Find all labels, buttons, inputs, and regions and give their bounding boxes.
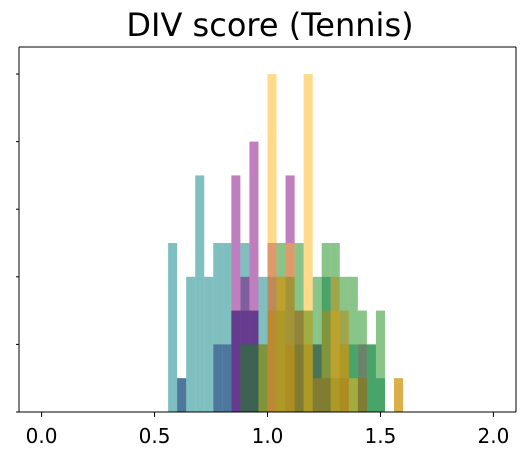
x-tick-label: 0.0 — [26, 424, 58, 448]
histogram-bar — [168, 243, 178, 412]
histogram-bar — [204, 276, 214, 412]
histogram-bar — [231, 175, 241, 412]
histogram-bar — [240, 344, 250, 412]
histogram-bar — [249, 344, 259, 412]
histogram-bar — [195, 175, 205, 412]
x-tick-label: 1.5 — [365, 424, 397, 448]
histogram-bar — [258, 344, 268, 412]
histogram-bar — [249, 141, 259, 412]
histogram-bar — [339, 310, 349, 412]
histogram-bar — [285, 344, 295, 412]
histogram-bar — [366, 344, 376, 412]
histogram-bar — [267, 310, 277, 412]
histogram-bar — [177, 378, 187, 412]
histogram-bar — [258, 276, 268, 412]
histogram-bar — [213, 344, 223, 412]
x-tick-label: 0.5 — [139, 424, 171, 448]
histogram-bar — [303, 344, 313, 412]
histogram-bar — [357, 378, 367, 412]
histogram-bar — [303, 74, 313, 412]
histogram-bar — [276, 276, 286, 412]
histogram-bar — [312, 276, 322, 412]
histogram-bar — [321, 310, 331, 412]
histogram-bar — [294, 310, 304, 412]
x-tick-label: 1.0 — [252, 424, 284, 448]
bars-layer — [168, 74, 404, 412]
histogram-bar — [375, 310, 385, 412]
histogram-bar — [285, 243, 295, 412]
y-ticks — [16, 73, 19, 413]
histogram-bar — [213, 243, 223, 412]
histogram-bar — [240, 276, 250, 412]
x-ticks: 0.0 0.5 1.0 1.5 2.0 — [26, 412, 510, 448]
histogram-bar — [312, 378, 322, 412]
histogram-bar — [222, 243, 232, 412]
histogram-bar — [186, 276, 196, 412]
histogram-bar — [330, 276, 340, 412]
x-tick-label: 2.0 — [478, 424, 510, 448]
histogram-bar — [348, 378, 358, 412]
histogram-bar — [348, 276, 358, 412]
histogram-bar — [267, 74, 277, 412]
chart-title: DIV score (Tennis) — [126, 6, 413, 44]
histogram-bar — [222, 344, 232, 412]
histogram-bar — [357, 310, 367, 412]
histogram-bar — [394, 378, 404, 412]
